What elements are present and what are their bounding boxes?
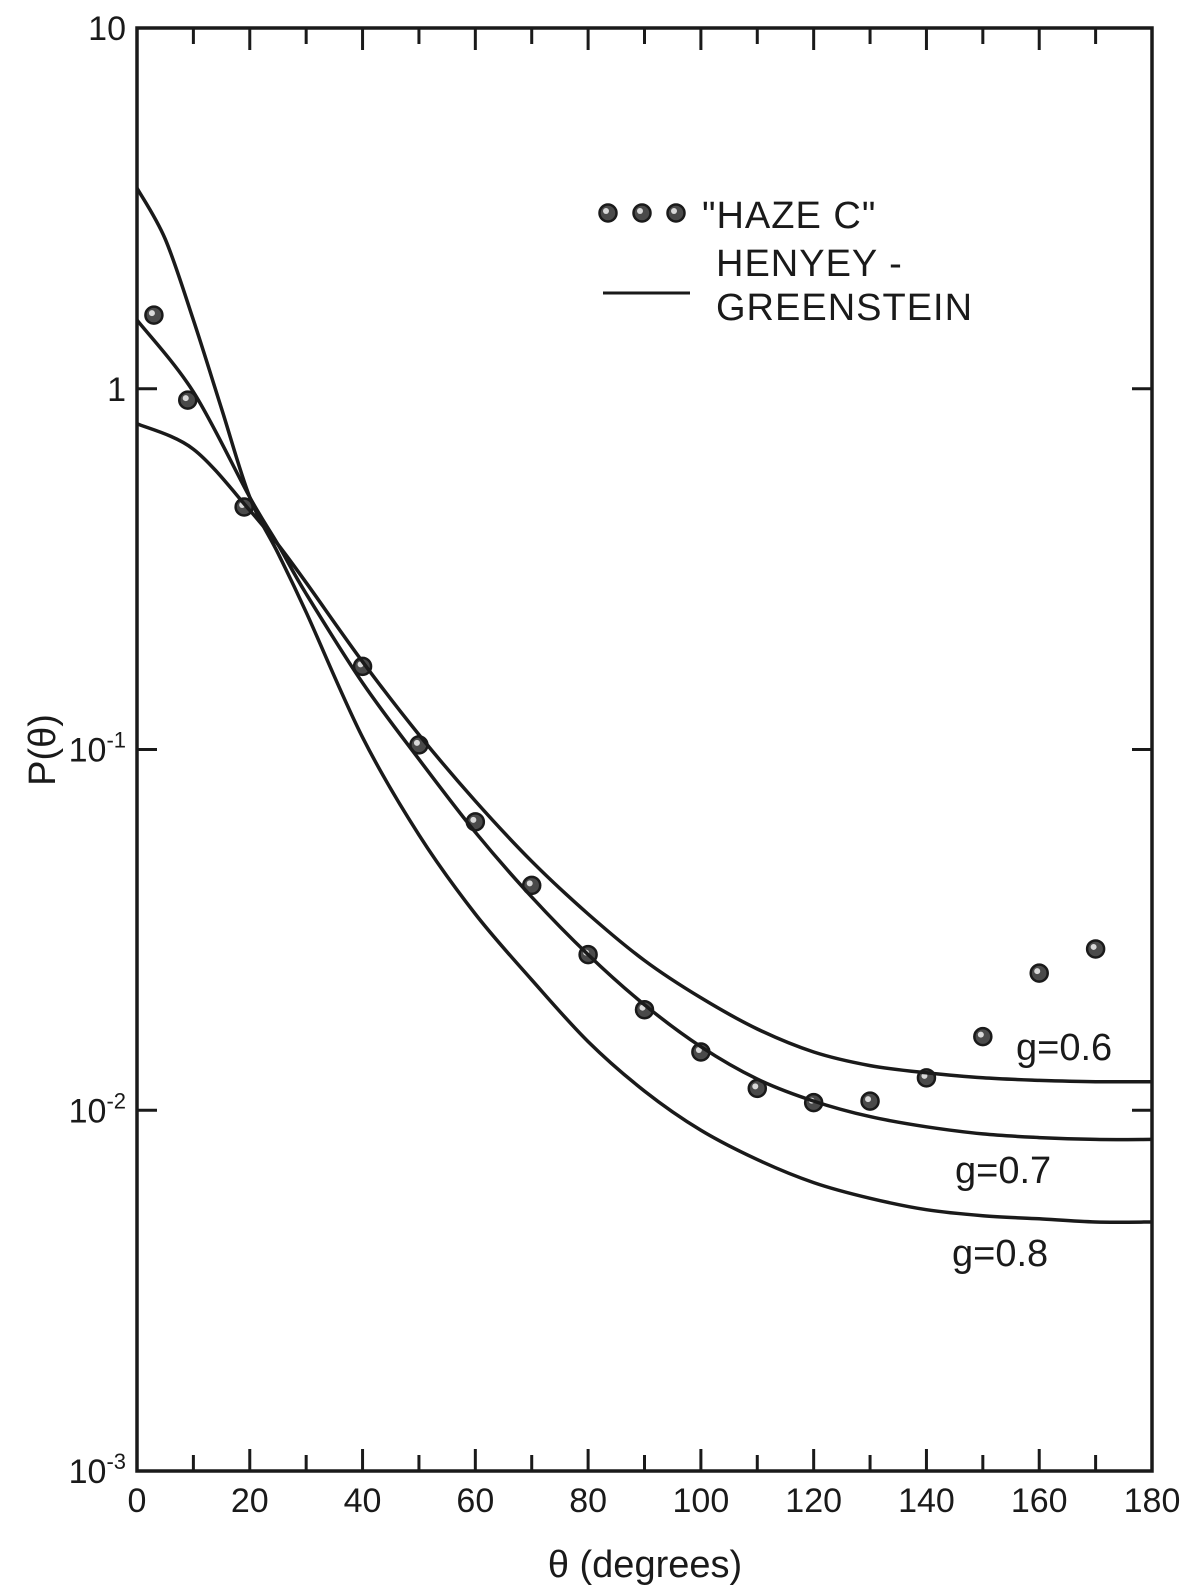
legend-label-hg-line2: GREENSTEIN <box>716 287 973 329</box>
legend-label-haze-c: "HAZE C" <box>702 195 876 237</box>
x-tick-label: 100 <box>673 1482 730 1520</box>
hg-curve-g=0.8 <box>135 187 1153 1224</box>
x-axis-title: θ (degrees) <box>548 1544 742 1586</box>
legend-label-hg-line1: HENYEY - <box>716 243 903 285</box>
haze-c-point-highlight <box>695 1047 702 1054</box>
y-tick-label: 10-2 <box>69 1088 126 1130</box>
x-tick-label: 140 <box>898 1482 955 1520</box>
x-tick-label: 120 <box>785 1482 842 1520</box>
haze-c-point-highlight <box>470 816 477 823</box>
haze-c-point-highlight <box>977 1031 984 1038</box>
haze-c-point-highlight <box>148 310 155 317</box>
haze-c-point-highlight <box>526 880 533 887</box>
curve-label-g07: g=0.7 <box>955 1150 1051 1192</box>
y-tick-label: 1 <box>107 371 126 409</box>
x-tick-label: 60 <box>456 1482 494 1520</box>
haze-c-point-highlight <box>865 1096 872 1103</box>
curve-label-g06: g=0.6 <box>1016 1027 1112 1069</box>
haze-c-point-highlight <box>413 739 420 746</box>
y-axis-title: P(θ) <box>22 714 64 786</box>
x-tick-label: 0 <box>128 1482 147 1520</box>
x-tick-label: 180 <box>1124 1482 1181 1520</box>
y-tick-label: 10-3 <box>69 1449 126 1491</box>
x-tick-label: 40 <box>344 1482 382 1520</box>
hg-curve-g=0.6 <box>136 422 1153 1084</box>
legend-point-highlight <box>603 208 609 214</box>
x-tick-label: 20 <box>231 1482 269 1520</box>
legend-point-highlight <box>671 208 677 214</box>
x-tick-label: 80 <box>569 1482 607 1520</box>
haze-c-point-highlight <box>752 1083 759 1090</box>
haze-c-point-highlight <box>1090 943 1097 950</box>
legend-point-highlight <box>637 208 643 214</box>
y-tick-label: 10-1 <box>69 728 126 770</box>
hg-curve-g=0.7 <box>135 319 1153 1142</box>
haze-c-point-highlight <box>182 395 189 402</box>
legend: "HAZE C" HENYEY - GREENSTEIN <box>598 195 973 329</box>
x-axis-ticks: 0 20 40 60 80 100 120 140 160 180 <box>128 28 1181 1520</box>
y-axis-ticks: 10-3 10-2 10-1 1 10 <box>69 10 1152 1491</box>
curve-label-g08: g=0.8 <box>952 1233 1048 1275</box>
x-tick-label: 160 <box>1011 1482 1068 1520</box>
y-tick-label: 10 <box>88 10 126 48</box>
haze-c-point-highlight <box>1034 968 1041 975</box>
